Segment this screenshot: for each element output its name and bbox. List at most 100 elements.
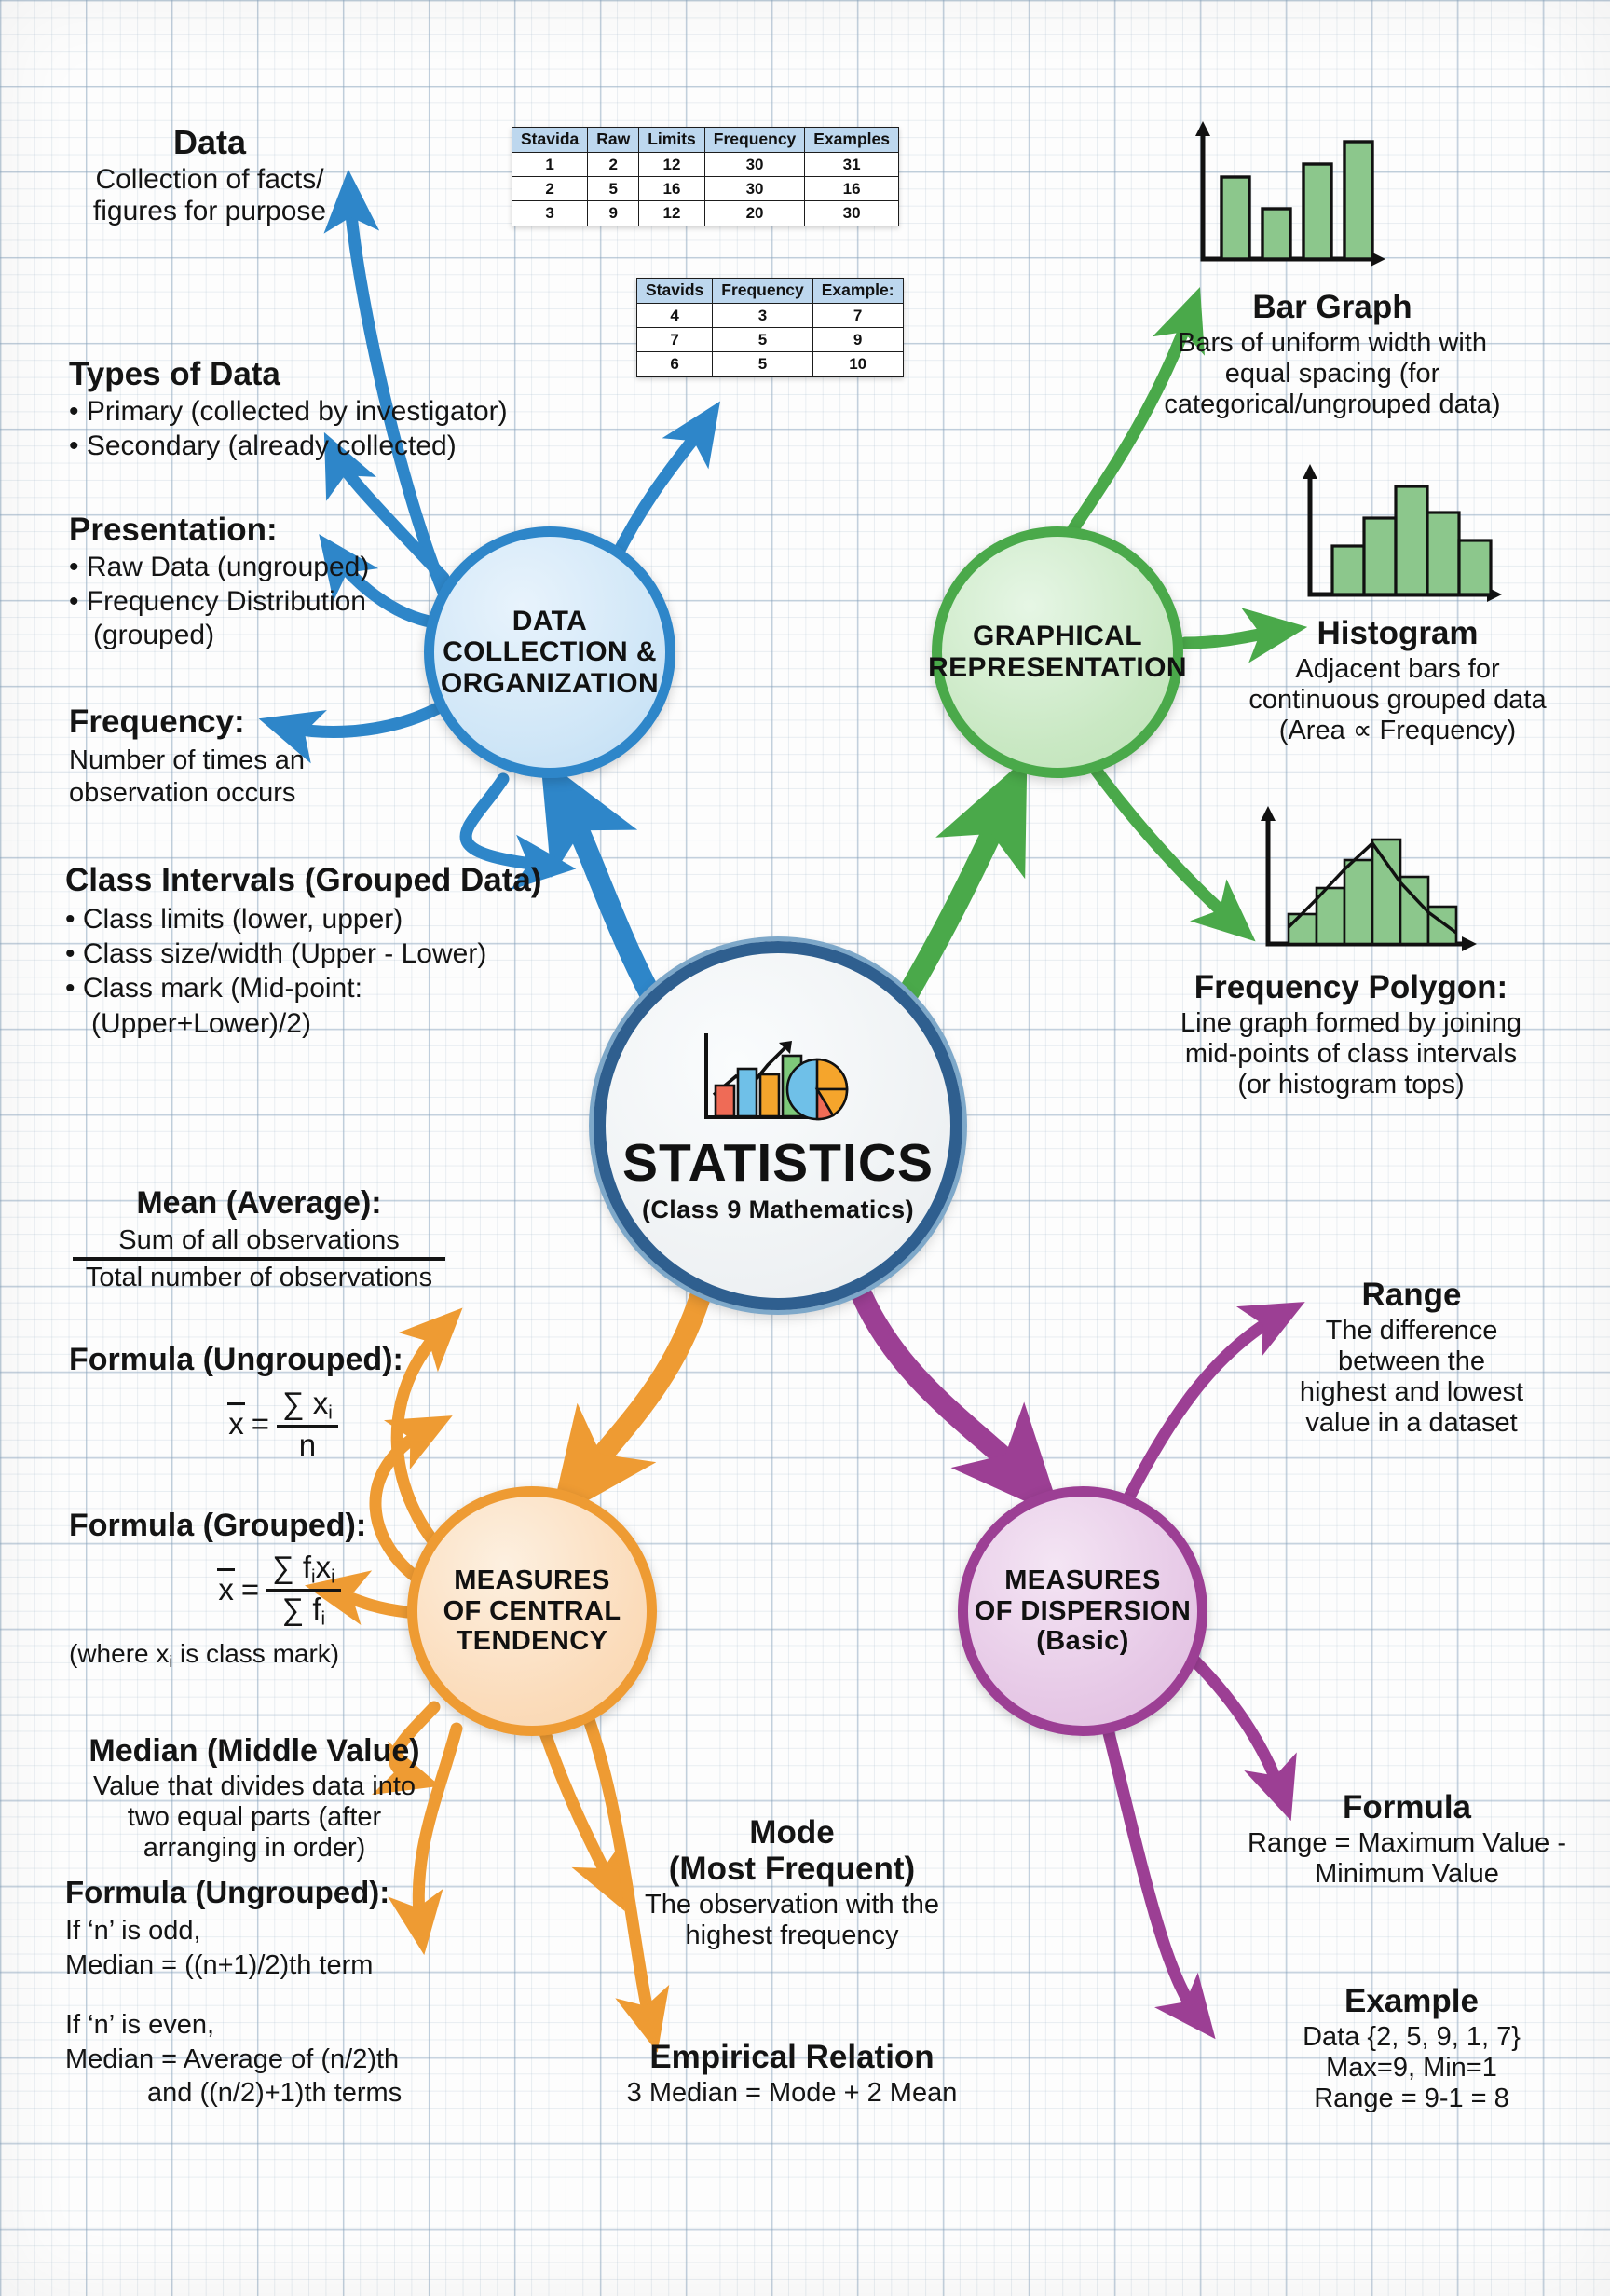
table-cell: 6: [635, 351, 714, 377]
node-label-line: DATA: [512, 605, 588, 636]
branch-heading: Data: [172, 123, 247, 161]
table-cell: 20: [703, 200, 806, 226]
node-label-line: REPRESENTATION: [928, 652, 1187, 683]
table-cell: 30: [804, 200, 899, 226]
branch-text-line: between the: [1337, 1346, 1485, 1377]
branch-frequency: Frequency: Number of times an observatio…: [69, 704, 442, 810]
x-bar-symbol: x: [217, 1568, 235, 1607]
branch-heading: Histogram: [1317, 615, 1479, 651]
table-row: 3 9 12 20 30: [511, 200, 899, 226]
branch-heading: Types of Data: [69, 356, 280, 392]
branch-text-line: If ‘n’ is even,: [65, 2010, 215, 2041]
branch-data: Data Collection of facts/ figures for pu…: [56, 123, 363, 226]
branch-heading: Class Intervals (Grouped Data): [65, 862, 542, 898]
frequency-table-1: Stavida Raw Limits Frequency Examples 1 …: [511, 127, 899, 226]
equals-symbol: =: [251, 1406, 270, 1442]
bar-graph-thumbnail: [1195, 121, 1385, 266]
branch-text-line: equal spacing (for: [1224, 359, 1440, 390]
branch-bullet: • Primary (collected by investigator): [69, 396, 508, 427]
branch-text-line: observation occurs: [69, 777, 296, 808]
branch-text-line: The difference: [1325, 1316, 1498, 1346]
branch-text-line: (Upper+Lower)/2): [91, 1007, 311, 1039]
branch-text-line: Max=9, Min=1: [1326, 2053, 1497, 2084]
branch-heading: Example: [1344, 1983, 1479, 2019]
table1-header-cell: Raw: [587, 127, 640, 153]
branch-text-line: Adjacent bars for: [1295, 654, 1500, 684]
node-measures-of-dispersion[interactable]: MEASURES OF DISPERSION (Basic): [958, 1486, 1208, 1736]
branch-bullet: • Class mark (Mid-point:: [65, 973, 362, 1004]
table-cell: 3: [511, 200, 589, 226]
branch-subheading: Formula (Ungrouped):: [65, 1875, 390, 1910]
branch-text-line: Range = 9-1 = 8: [1314, 2084, 1509, 2114]
branch-heading: Formula (Grouped):: [69, 1508, 367, 1543]
branch-heading: Median (Middle Value): [89, 1733, 420, 1769]
branch-text-line: Median = ((n+1)/2)th term: [65, 1949, 374, 1980]
table-cell: 2: [587, 151, 640, 178]
node-label-line: OF DISPERSION: [974, 1595, 1192, 1626]
branch-range-example: Example Data {2, 5, 9, 1, 7} Max=9, Min=…: [1235, 1983, 1589, 2114]
branch-heading: Formula: [1342, 1789, 1472, 1825]
branch-frequency-polygon: Frequency Polygon: Line graph formed by …: [1141, 969, 1561, 1100]
node-label-line: COLLECTION &: [443, 636, 657, 668]
table2-header-cell: Example:: [812, 278, 904, 304]
table-cell: 30: [703, 176, 806, 202]
branch-text-line: figures for purpose: [92, 195, 327, 226]
branch-text-line: Median = Average of (n/2)th: [65, 2043, 400, 2074]
table-cell: 1: [511, 151, 589, 178]
branch-text-line: Line graph formed by joining: [1180, 1008, 1521, 1038]
bar-pie-chart-icon: [704, 1032, 849, 1121]
branch-median: Median (Middle Value) Value that divides…: [45, 1733, 464, 2111]
node-label-line: MEASURES: [1004, 1565, 1161, 1596]
table1-header-cell: Frequency: [703, 127, 806, 153]
branch-text-line: highest frequency: [685, 1920, 899, 1951]
table2-header-cell: Frequency: [712, 278, 813, 304]
branch-types-of-data: Types of Data • Primary (collected by in…: [69, 356, 516, 463]
histogram-thumbnail: [1303, 464, 1502, 602]
node-label-line: MEASURES: [454, 1565, 610, 1596]
table-cell: 31: [804, 151, 899, 178]
branch-heading: Range: [1361, 1277, 1462, 1313]
branch-heading: Frequency:: [69, 704, 245, 740]
branch-text-line: Bars of uniform width with: [1177, 328, 1487, 358]
table-cell: 12: [638, 151, 705, 178]
branch-presentation: Presentation: • Raw Data (ungrouped) • F…: [69, 512, 470, 653]
branch-text-line: (grouped): [93, 620, 215, 651]
node-label-line: ORGANIZATION: [440, 667, 660, 699]
node-measures-central-tendency[interactable]: MEASURES OF CENTRAL TENDENCY: [407, 1486, 657, 1736]
table-row: 4 3 7: [635, 302, 904, 329]
branch-text-line: and ((n/2)+1)th terms: [147, 2078, 402, 2109]
table-row: 1 2 12 30 31: [511, 151, 899, 178]
frequency-polygon-thumbnail: [1261, 806, 1477, 951]
branch-text-line: highest and lowest: [1299, 1377, 1524, 1408]
branch-text-line: arranging in order): [143, 1833, 366, 1864]
table1-header-cell: Stavida: [511, 127, 589, 153]
branch-mean-formula-grouped: Formula (Grouped): x = ∑ fixi ∑ fi (wher…: [69, 1508, 470, 1672]
table-cell: 16: [638, 176, 705, 202]
branch-empirical-relation: Empirical Relation 3 Median = Mode + 2 M…: [578, 2039, 1006, 2110]
branch-heading: Bar Graph: [1252, 289, 1412, 325]
branch-bullet: • Frequency Distribution: [69, 585, 366, 617]
table-cell: 3: [712, 302, 813, 329]
node-data-collection-organization[interactable]: DATA COLLECTION & ORGANIZATION: [424, 526, 675, 778]
sum-xi: ∑ x: [282, 1386, 329, 1420]
table-cell: 12: [638, 200, 705, 226]
branch-class-intervals: Class Intervals (Grouped Data) • Class l…: [65, 862, 587, 1041]
node-label-line: TENDENCY: [456, 1626, 608, 1657]
page-title: STATISTICS: [621, 1132, 935, 1193]
table-cell: 7: [635, 327, 714, 353]
table2-header-cell: Stavids: [635, 278, 714, 304]
branch-heading: Formula (Ungrouped):: [69, 1342, 403, 1377]
node-graphical-representation[interactable]: GRAPHICAL REPRESENTATION: [928, 526, 1187, 778]
branch-text-line: value in a dataset: [1305, 1408, 1518, 1439]
branch-bullet: • Secondary (already collected): [69, 430, 457, 461]
page-subtitle: (Class 9 Mathematics): [641, 1195, 914, 1223]
central-node-statistics[interactable]: STATISTICS (Class 9 Mathematics): [594, 941, 962, 1310]
node-label-line: GRAPHICAL: [973, 621, 1142, 652]
table-row: 2 5 16 30 16: [511, 176, 899, 202]
branch-bullet: • Class limits (lower, upper): [65, 904, 403, 935]
table-row: 7 5 9: [635, 327, 904, 353]
table-cell: 5: [712, 327, 813, 353]
table-cell: 30: [703, 151, 806, 178]
node-label-line: (Basic): [1036, 1626, 1129, 1657]
branch-text-line: two equal parts (after: [127, 1802, 382, 1833]
